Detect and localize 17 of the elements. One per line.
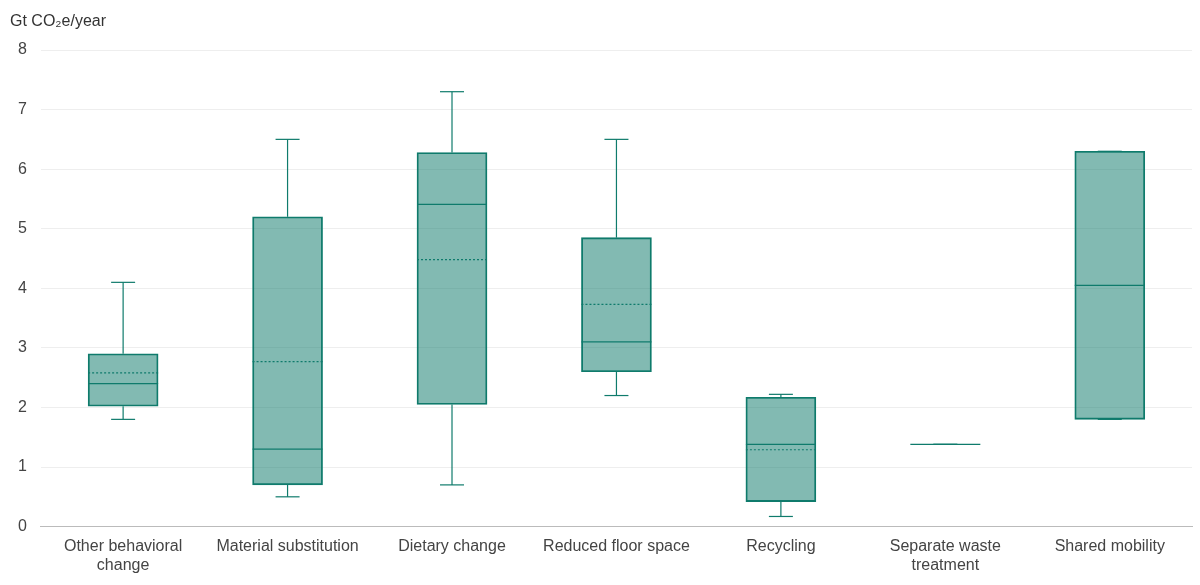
y-tick-label: 8	[17, 40, 27, 58]
y-tick-label: 4	[17, 278, 27, 296]
x-tick-label: Recycling	[746, 536, 816, 554]
y-tick-label: 3	[17, 338, 27, 356]
y-tick-label: 0	[17, 517, 27, 535]
x-tick-label: Other behavioral change	[63, 536, 183, 573]
x-tick-label: Shared mobility	[1054, 536, 1165, 554]
y-tick-label: 2	[17, 397, 27, 415]
x-tick-label: Material substitution	[216, 536, 359, 554]
y-tick-label: 6	[17, 159, 27, 177]
y-tick-label: 7	[17, 99, 27, 117]
x-tick-label: Dietary change	[398, 536, 506, 554]
y-tick-label: 5	[17, 219, 27, 237]
y-tick-label: 1	[17, 457, 27, 475]
x-tick-label: Separate waste treatment	[889, 536, 1002, 573]
x-tick-label: Reduced floor space	[543, 536, 690, 554]
y-axis-title: Gt CO₂e/year	[10, 12, 107, 30]
